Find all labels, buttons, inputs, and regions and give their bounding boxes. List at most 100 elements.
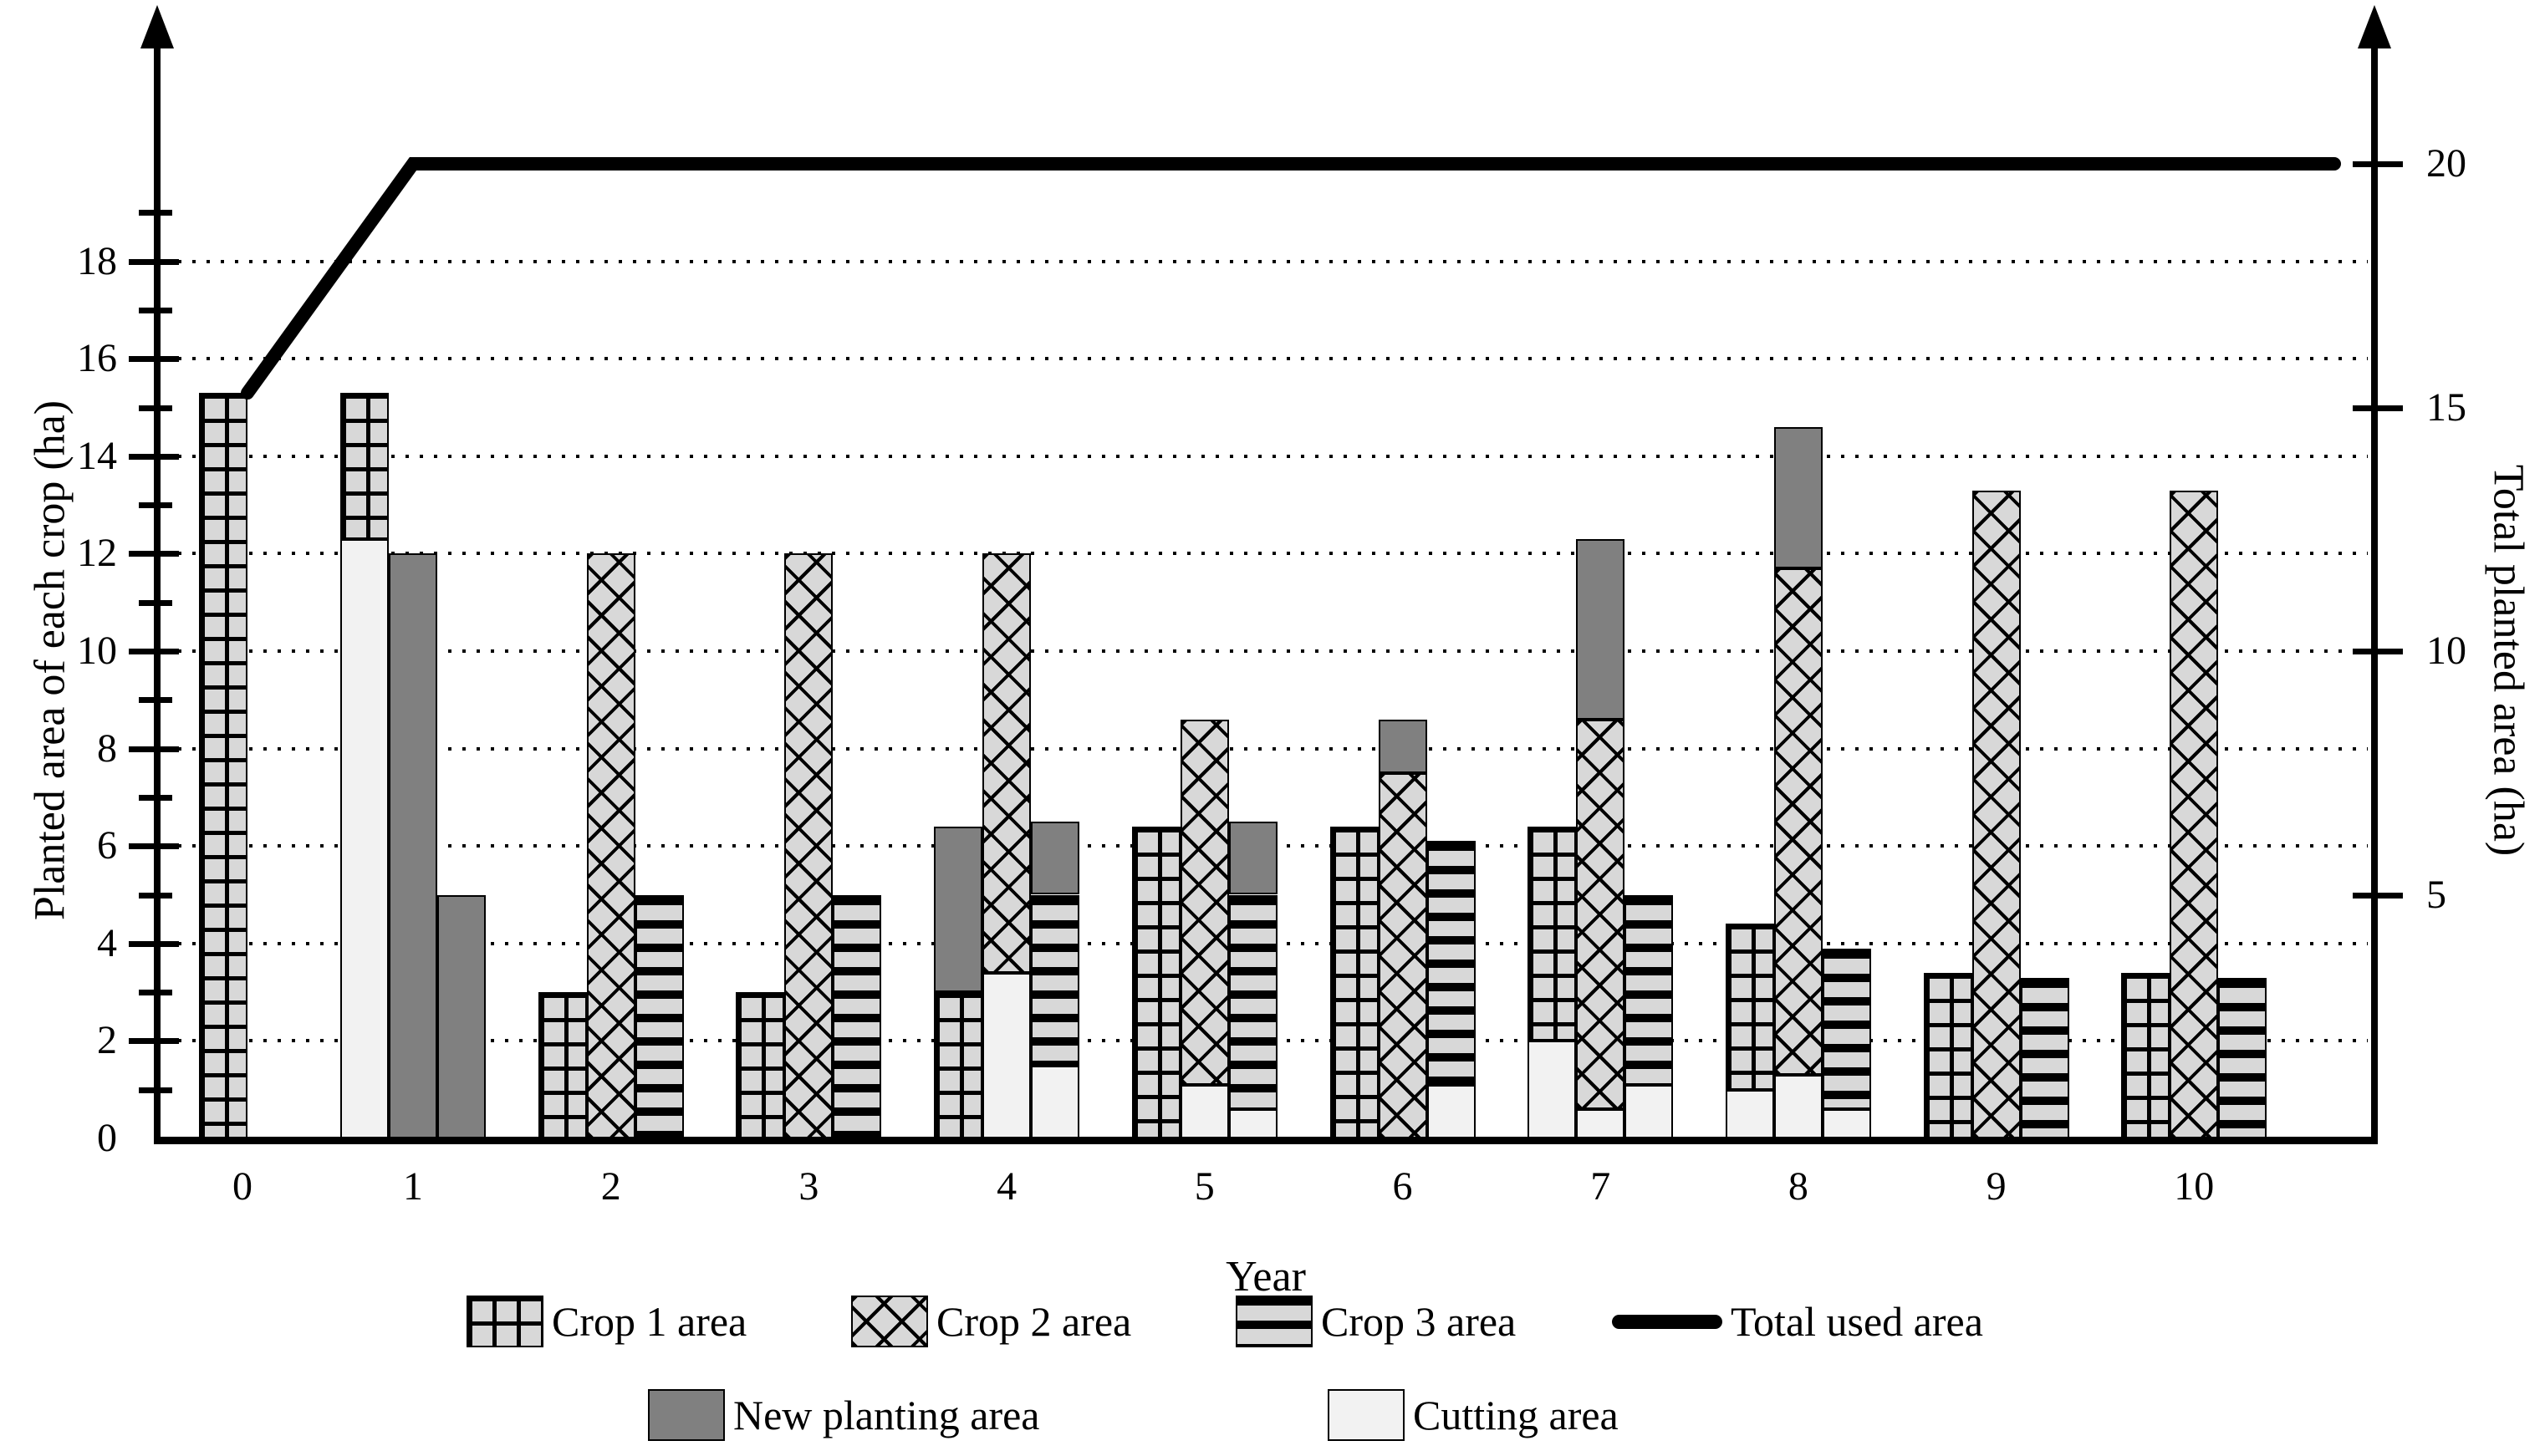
x-axis-tick-label: 7 [1590,1164,1611,1209]
bar-segment-crop2 [1576,719,1625,1109]
bar-segment-cut [1180,1084,1229,1138]
x-axis-tick-label: 9 [1986,1164,2007,1209]
bar-segment-new [437,894,486,1138]
bar-segment-cut [1725,1089,1774,1138]
legend-item-crop3: Crop 3 area [1236,1294,1516,1349]
bar-segment-new [1228,822,1278,895]
bar-segment-crop2 [784,553,834,1138]
bar-segment-crop3 [1228,894,1278,1110]
legend-label: Crop 1 area [552,1298,747,1345]
bar-segment-cut [340,538,389,1138]
left-axis-line [154,33,161,1143]
bar-segment-crop1 [2121,972,2170,1138]
bar-segment-crop2 [982,553,1032,973]
bar-segment-crop3 [1031,894,1080,1066]
legend-label: Cutting area [1413,1392,1619,1438]
bar-segment-crop1 [1131,826,1181,1138]
bar-segment-crop1 [1528,826,1577,1041]
bar-segment-crop1 [538,992,587,1138]
left-axis-arrow-icon [140,5,174,48]
y-axis-tick-label: 4 [97,920,117,965]
x-axis-tick-label: 4 [997,1164,1017,1209]
bar-segment-crop1 [1329,826,1379,1138]
legend-item-cutting: Cutting area [1328,1387,1619,1443]
bar-segment-cut [1624,1084,1674,1138]
bar-segment-cut [1822,1109,1871,1138]
bar-segment-new [934,826,983,993]
bar-segment-crop2 [1378,772,1427,1138]
crop2-swatch-icon [851,1296,928,1347]
bar-segment-new [1773,426,1823,568]
x-axis-line [154,1137,2378,1144]
legend-label: New planting area [733,1392,1040,1438]
gridline [164,649,2368,653]
x-axis-tick-label: 6 [1392,1164,1413,1209]
gridline [164,552,2368,556]
bar-segment-cut [1528,1041,1577,1138]
gridline [164,357,2368,361]
right-axis-tick-label: 15 [2426,384,2466,430]
bar-segment-new [1378,719,1427,773]
right-axis-line [2371,33,2378,1143]
bar-segment-new [389,553,437,1138]
right-axis-tick-label: 20 [2426,141,2466,186]
bar-segment-crop3 [2218,977,2267,1138]
legend-item-new-planting: New planting area [648,1387,1040,1443]
y-axis-tick-label: 8 [97,725,117,771]
crop1-swatch-icon [467,1296,543,1347]
right-axis-arrow-icon [2358,5,2391,48]
y-axis-tick-label: 16 [77,336,117,381]
right-axis-tick [2353,161,2403,167]
bar-segment-cut [1773,1075,1823,1138]
bar-segment-crop1 [199,393,247,1138]
right-axis-tick-label: 5 [2426,872,2446,917]
legend-item-total-line: Total used area [1612,1294,1983,1349]
bar-segment-crop1 [736,992,785,1138]
bar-segment-crop3 [1426,841,1476,1085]
right-axis-title: Total planted area (ha) [2484,464,2532,857]
legend-label: Crop 2 area [936,1298,1132,1345]
y-axis-tick-label: 6 [97,823,117,868]
bar-segment-cut [1426,1084,1476,1138]
legend-label: Crop 3 area [1321,1298,1517,1345]
x-axis-tick-label: 10 [2174,1164,2215,1209]
y-axis-tick-label: 14 [77,433,117,478]
x-axis-tick-label: 0 [232,1164,252,1209]
bar-segment-crop3 [1822,948,1871,1109]
bar-segment-crop2 [1180,719,1229,1085]
x-axis-tick-label: 8 [1788,1164,1808,1209]
bar-segment-cut [982,972,1032,1138]
gridline [164,746,2368,751]
bar-segment-crop2 [2170,490,2219,1138]
bar-segment-crop3 [635,894,684,1138]
bar-segment-crop2 [1971,490,2021,1138]
bar-segment-crop1 [934,992,983,1138]
y-axis-tick-label: 18 [77,238,117,283]
x-axis-title: Year [1226,1253,1306,1301]
bar-segment-crop2 [586,553,635,1138]
bar-segment-cut [1228,1109,1278,1138]
bar-segment-crop3 [833,894,882,1138]
legend-item-crop2: Crop 2 area [851,1294,1131,1349]
new-planting-swatch-icon [648,1389,725,1441]
gridline [164,454,2368,458]
gridline [164,259,2368,263]
bar-segment-new [1031,822,1080,895]
crop3-swatch-icon [1236,1296,1313,1347]
total-line-swatch-icon [1612,1314,1722,1329]
legend-label: Total used area [1731,1298,1983,1345]
bar-segment-cut [1576,1109,1625,1138]
bar-segment-crop1 [340,393,389,539]
cutting-swatch-icon [1328,1389,1405,1441]
legend-item-crop1: Crop 1 area [467,1294,747,1349]
right-axis-tick [2353,892,2403,899]
bar-segment-crop3 [2020,977,2069,1138]
x-axis-tick-label: 1 [403,1164,423,1209]
left-axis-title: Planted area of each crop (ha) [26,400,74,921]
bar-segment-new [1576,538,1625,720]
x-axis-tick-label: 2 [600,1164,621,1209]
right-axis-tick [2353,405,2403,411]
bar-segment-crop1 [1923,972,1972,1138]
